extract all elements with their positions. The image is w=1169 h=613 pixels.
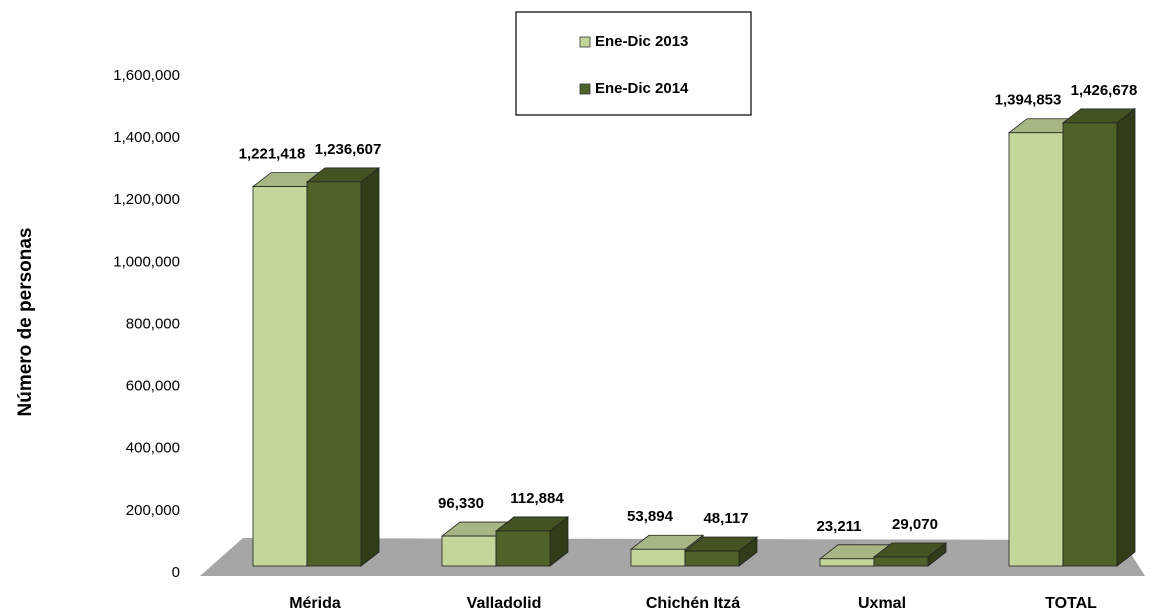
- y-tick-label: 800,000: [126, 315, 180, 332]
- bar-front: [252, 186, 308, 567]
- value-label: 1,236,607: [315, 141, 382, 158]
- y-tick-label: 600,000: [126, 378, 180, 395]
- value-label: 1,426,678: [1071, 82, 1138, 99]
- y-tick-label: 400,000: [126, 440, 180, 457]
- x-tick-label: TOTAL: [1045, 595, 1097, 612]
- bar-front: [630, 548, 686, 567]
- y-tick-label: 200,000: [126, 502, 180, 519]
- y-tick-label: 1,000,000: [113, 253, 180, 270]
- y-axis-label: Número de personas: [15, 228, 36, 417]
- value-label: 53,894: [627, 508, 674, 525]
- bar: [872, 542, 948, 567]
- bar-front: [306, 181, 362, 567]
- bar-front: [819, 558, 875, 567]
- y-tick-label: 1,600,000: [113, 67, 180, 84]
- bar-front: [684, 550, 740, 567]
- bar-front: [441, 535, 497, 567]
- legend-label: Ene-Dic 2014: [595, 80, 689, 97]
- x-tick-label: Mérida: [289, 595, 341, 612]
- value-label: 23,211: [816, 518, 861, 535]
- bar: [683, 536, 759, 567]
- x-tick-label: Uxmal: [858, 595, 906, 612]
- y-tick-label: 0: [172, 564, 180, 581]
- bar-front: [495, 530, 551, 567]
- x-tick-label: Chichén Itzá: [646, 595, 740, 612]
- bar-side: [360, 167, 380, 567]
- bar: [1061, 108, 1137, 567]
- value-label: 48,117: [703, 510, 748, 527]
- bar: [305, 167, 381, 567]
- bar-front: [873, 556, 929, 567]
- value-label: 1,394,853: [995, 92, 1062, 109]
- legend-label: Ene-Dic 2013: [595, 33, 688, 50]
- value-label: 112,884: [510, 490, 564, 507]
- value-label: 96,330: [438, 495, 484, 512]
- y-tick-label: 1,200,000: [113, 191, 180, 208]
- bar-side: [1116, 108, 1136, 567]
- legend-swatch: [579, 83, 591, 95]
- bar-front: [1008, 132, 1064, 567]
- value-label: 1,221,418: [239, 146, 306, 163]
- value-label: 29,070: [892, 516, 938, 533]
- y-tick-label: 1,400,000: [113, 129, 180, 146]
- legend-box: [515, 11, 752, 116]
- bar-front: [1062, 122, 1118, 567]
- x-tick-label: Valladolid: [467, 595, 542, 612]
- legend-swatch: [579, 36, 591, 48]
- bar: [494, 516, 570, 567]
